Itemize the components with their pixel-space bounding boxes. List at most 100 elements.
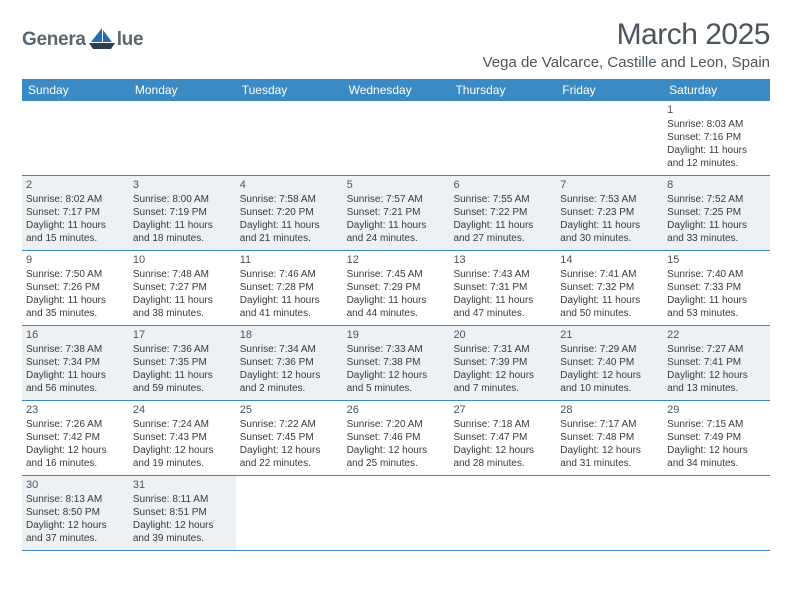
- daylight-line-2: and 35 minutes.: [26, 307, 125, 320]
- day-cell: 9Sunrise: 7:50 AMSunset: 7:26 PMDaylight…: [22, 251, 129, 325]
- sunrise-line: Sunrise: 7:41 AM: [560, 268, 659, 281]
- day-cell: 10Sunrise: 7:48 AMSunset: 7:27 PMDayligh…: [129, 251, 236, 325]
- daylight-line-2: and 18 minutes.: [133, 232, 232, 245]
- daylight-line-2: and 19 minutes.: [133, 457, 232, 470]
- sunset-line: Sunset: 7:45 PM: [240, 431, 339, 444]
- sunset-line: Sunset: 7:28 PM: [240, 281, 339, 294]
- sunrise-line: Sunrise: 8:03 AM: [667, 118, 766, 131]
- sunrise-line: Sunrise: 8:11 AM: [133, 493, 232, 506]
- day-cell: 2Sunrise: 8:02 AMSunset: 7:17 PMDaylight…: [22, 176, 129, 250]
- day-cell: 17Sunrise: 7:36 AMSunset: 7:35 PMDayligh…: [129, 326, 236, 400]
- sunset-line: Sunset: 7:21 PM: [347, 206, 446, 219]
- daylight-line-1: Daylight: 11 hours: [133, 369, 232, 382]
- daylight-line-1: Daylight: 11 hours: [560, 294, 659, 307]
- sunset-line: Sunset: 7:47 PM: [453, 431, 552, 444]
- day-number: 27: [453, 403, 552, 417]
- sunset-line: Sunset: 7:42 PM: [26, 431, 125, 444]
- sunrise-line: Sunrise: 7:53 AM: [560, 193, 659, 206]
- sunrise-line: Sunrise: 7:48 AM: [133, 268, 232, 281]
- sunrise-line: Sunrise: 7:31 AM: [453, 343, 552, 356]
- weeks-container: 1Sunrise: 8:03 AMSunset: 7:16 PMDaylight…: [22, 101, 770, 551]
- day-cell: 11Sunrise: 7:46 AMSunset: 7:28 PMDayligh…: [236, 251, 343, 325]
- day-number: 2: [26, 178, 125, 192]
- day-cell: 20Sunrise: 7:31 AMSunset: 7:39 PMDayligh…: [449, 326, 556, 400]
- sunset-line: Sunset: 7:22 PM: [453, 206, 552, 219]
- daylight-line-1: Daylight: 11 hours: [453, 219, 552, 232]
- daylight-line-2: and 50 minutes.: [560, 307, 659, 320]
- day-number: 1: [667, 103, 766, 117]
- sunrise-line: Sunrise: 7:52 AM: [667, 193, 766, 206]
- calendar-page: Genera lue March 2025 Vega de Valcarce, …: [0, 0, 792, 569]
- daylight-line-2: and 37 minutes.: [26, 532, 125, 545]
- day-cell: 16Sunrise: 7:38 AMSunset: 7:34 PMDayligh…: [22, 326, 129, 400]
- daylight-line-1: Daylight: 11 hours: [240, 219, 339, 232]
- daylight-line-1: Daylight: 11 hours: [26, 219, 125, 232]
- daylight-line-1: Daylight: 11 hours: [347, 294, 446, 307]
- sunset-line: Sunset: 7:38 PM: [347, 356, 446, 369]
- day-number: 15: [667, 253, 766, 267]
- day-cell: [129, 101, 236, 175]
- daylight-line-2: and 53 minutes.: [667, 307, 766, 320]
- sunrise-line: Sunrise: 7:57 AM: [347, 193, 446, 206]
- sunrise-line: Sunrise: 7:46 AM: [240, 268, 339, 281]
- day-cell: 28Sunrise: 7:17 AMSunset: 7:48 PMDayligh…: [556, 401, 663, 475]
- daylight-line-1: Daylight: 11 hours: [347, 219, 446, 232]
- day-cell: 18Sunrise: 7:34 AMSunset: 7:36 PMDayligh…: [236, 326, 343, 400]
- day-number: 18: [240, 328, 339, 342]
- week-row: 16Sunrise: 7:38 AMSunset: 7:34 PMDayligh…: [22, 326, 770, 401]
- sunset-line: Sunset: 7:20 PM: [240, 206, 339, 219]
- sunrise-line: Sunrise: 7:29 AM: [560, 343, 659, 356]
- sunset-line: Sunset: 7:29 PM: [347, 281, 446, 294]
- sunset-line: Sunset: 7:43 PM: [133, 431, 232, 444]
- week-row: 30Sunrise: 8:13 AMSunset: 8:50 PMDayligh…: [22, 476, 770, 551]
- daylight-line-2: and 34 minutes.: [667, 457, 766, 470]
- week-row: 1Sunrise: 8:03 AMSunset: 7:16 PMDaylight…: [22, 101, 770, 176]
- daylight-line-2: and 56 minutes.: [26, 382, 125, 395]
- daylight-line-1: Daylight: 12 hours: [453, 369, 552, 382]
- sunrise-line: Sunrise: 7:38 AM: [26, 343, 125, 356]
- sunset-line: Sunset: 7:23 PM: [560, 206, 659, 219]
- day-cell: 14Sunrise: 7:41 AMSunset: 7:32 PMDayligh…: [556, 251, 663, 325]
- sunset-line: Sunset: 7:25 PM: [667, 206, 766, 219]
- sunrise-line: Sunrise: 7:17 AM: [560, 418, 659, 431]
- day-number: 17: [133, 328, 232, 342]
- sunset-line: Sunset: 7:19 PM: [133, 206, 232, 219]
- day-number: 23: [26, 403, 125, 417]
- sunset-line: Sunset: 7:31 PM: [453, 281, 552, 294]
- day-cell: [556, 101, 663, 175]
- sunrise-line: Sunrise: 7:55 AM: [453, 193, 552, 206]
- daylight-line-2: and 5 minutes.: [347, 382, 446, 395]
- daylight-line-1: Daylight: 11 hours: [26, 369, 125, 382]
- day-cell: 1Sunrise: 8:03 AMSunset: 7:16 PMDaylight…: [663, 101, 770, 175]
- daylight-line-1: Daylight: 12 hours: [667, 444, 766, 457]
- daylight-line-1: Daylight: 11 hours: [560, 219, 659, 232]
- week-row: 9Sunrise: 7:50 AMSunset: 7:26 PMDaylight…: [22, 251, 770, 326]
- logo: Genera lue: [22, 28, 143, 52]
- weekday-header: Friday: [556, 79, 663, 101]
- calendar-grid: SundayMondayTuesdayWednesdayThursdayFrid…: [22, 79, 770, 551]
- day-cell: 15Sunrise: 7:40 AMSunset: 7:33 PMDayligh…: [663, 251, 770, 325]
- daylight-line-1: Daylight: 11 hours: [26, 294, 125, 307]
- day-number: 16: [26, 328, 125, 342]
- day-cell: 19Sunrise: 7:33 AMSunset: 7:38 PMDayligh…: [343, 326, 450, 400]
- sunset-line: Sunset: 7:27 PM: [133, 281, 232, 294]
- day-number: 8: [667, 178, 766, 192]
- day-number: 19: [347, 328, 446, 342]
- daylight-line-1: Daylight: 11 hours: [667, 144, 766, 157]
- month-title: March 2025: [483, 18, 770, 52]
- weekday-header: Thursday: [449, 79, 556, 101]
- daylight-line-1: Daylight: 12 hours: [347, 444, 446, 457]
- daylight-line-2: and 28 minutes.: [453, 457, 552, 470]
- daylight-line-2: and 21 minutes.: [240, 232, 339, 245]
- sunrise-line: Sunrise: 7:43 AM: [453, 268, 552, 281]
- day-cell: 21Sunrise: 7:29 AMSunset: 7:40 PMDayligh…: [556, 326, 663, 400]
- sunset-line: Sunset: 7:35 PM: [133, 356, 232, 369]
- page-header: Genera lue March 2025 Vega de Valcarce, …: [22, 18, 770, 71]
- day-cell: 27Sunrise: 7:18 AMSunset: 7:47 PMDayligh…: [449, 401, 556, 475]
- day-number: 3: [133, 178, 232, 192]
- daylight-line-1: Daylight: 12 hours: [560, 444, 659, 457]
- day-number: 14: [560, 253, 659, 267]
- daylight-line-2: and 39 minutes.: [133, 532, 232, 545]
- sunrise-line: Sunrise: 7:34 AM: [240, 343, 339, 356]
- sunset-line: Sunset: 7:49 PM: [667, 431, 766, 444]
